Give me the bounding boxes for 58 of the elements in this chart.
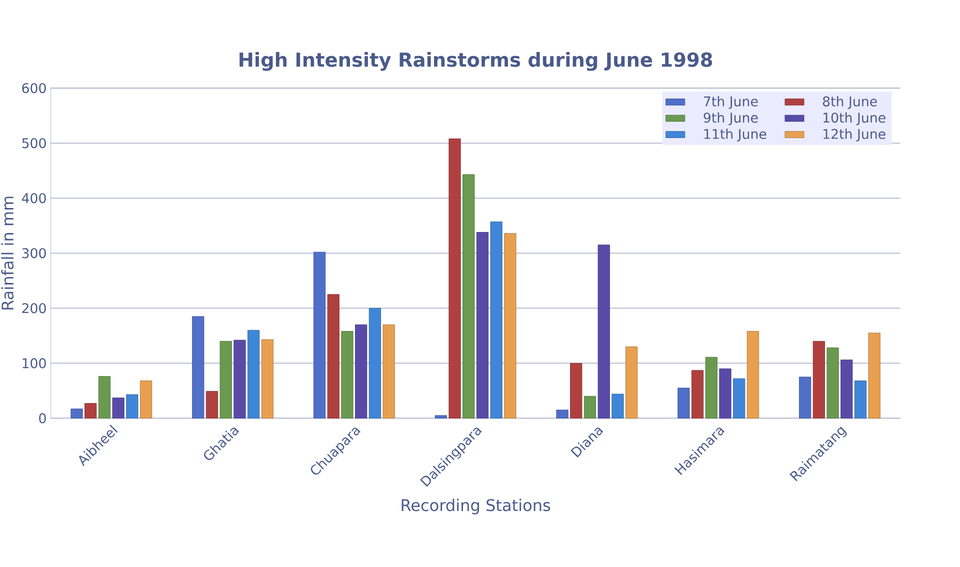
legend-label: 9th June — [704, 112, 758, 126]
bar — [98, 376, 110, 418]
bar — [678, 388, 690, 418]
bar — [556, 410, 568, 418]
y-tick-label: 400 — [22, 193, 46, 204]
bar — [490, 222, 502, 418]
legend-label: 11th June — [704, 128, 766, 142]
bar — [126, 394, 138, 418]
bar — [504, 233, 516, 418]
bar — [140, 380, 152, 418]
bar — [746, 331, 759, 418]
y-axis-title: Rainfall in mm — [1, 196, 14, 310]
y-tick-label: 600 — [22, 83, 46, 94]
bar — [626, 346, 638, 418]
y-tick-label: 300 — [22, 248, 46, 258]
bar — [434, 415, 447, 418]
bar — [248, 330, 260, 418]
legend-label: 12th June — [824, 128, 886, 142]
chart-title: High Intensity Rainstorms during June 1998 — [240, 52, 712, 71]
x-axis-title: Recording Stations — [402, 498, 550, 514]
bar — [84, 403, 97, 418]
bar — [382, 324, 395, 418]
bar — [448, 138, 461, 418]
bar — [598, 244, 610, 418]
bar — [570, 362, 582, 418]
bar — [705, 356, 718, 418]
legend-label: 7th June — [704, 96, 758, 109]
bar — [112, 398, 124, 418]
bar — [584, 396, 596, 418]
bar — [868, 332, 880, 418]
y-tick-label: 0 — [39, 413, 46, 424]
bar — [691, 370, 704, 418]
bar — [612, 394, 624, 418]
bar — [368, 308, 381, 418]
bar — [206, 390, 218, 418]
y-tick-label: 200 — [22, 303, 46, 314]
y-tick-label: 100 — [22, 358, 46, 368]
bar — [313, 252, 326, 418]
bar — [476, 232, 489, 418]
bar — [234, 340, 246, 418]
y-tick-label: 500 — [22, 138, 46, 148]
bar — [462, 174, 475, 418]
legend-label: 8th June — [822, 96, 877, 109]
bar — [355, 324, 368, 418]
bar — [327, 294, 340, 418]
bar — [261, 339, 274, 418]
bar — [826, 348, 839, 418]
bar — [719, 368, 732, 418]
bar — [854, 380, 867, 418]
bar — [192, 316, 204, 418]
bar — [220, 340, 232, 418]
bar — [733, 378, 746, 418]
bar — [341, 331, 354, 418]
bar — [799, 376, 812, 418]
bar — [70, 408, 83, 418]
bar — [840, 360, 853, 418]
bar — [812, 340, 825, 418]
legend-label: 10th June — [824, 112, 886, 126]
